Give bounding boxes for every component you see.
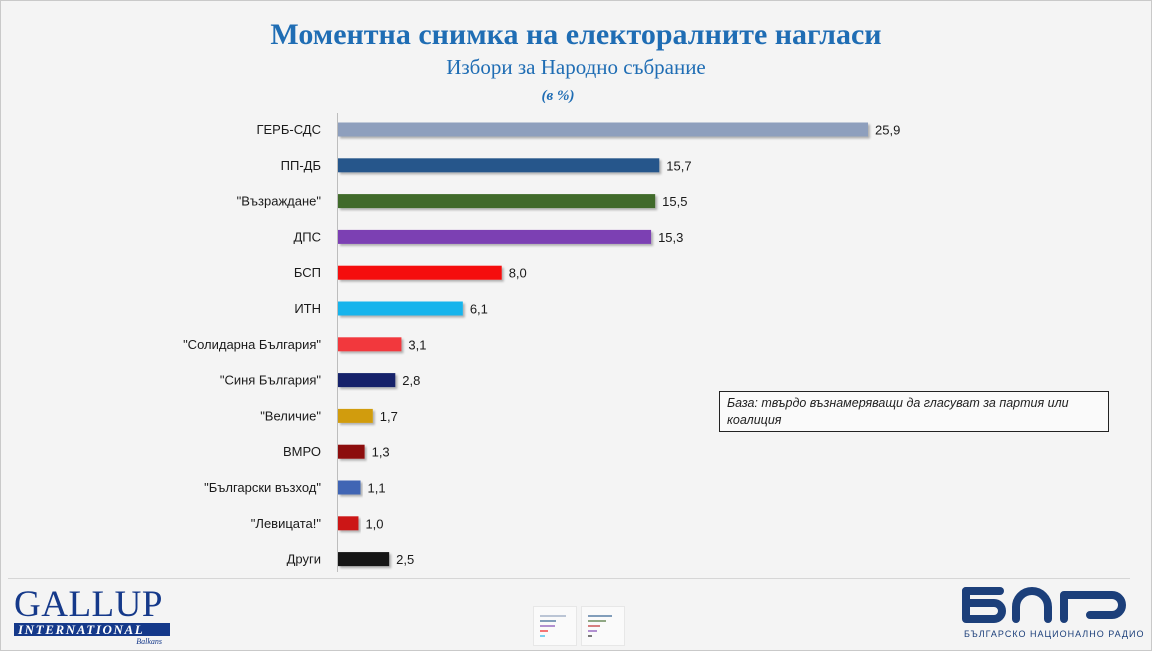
bnr-logo-mark: [962, 587, 1126, 623]
gallup-logo: GALLUP INTERNATIONAL Balkans: [14, 584, 174, 648]
value-label: 1,1: [368, 481, 386, 496]
bar: [338, 229, 652, 244]
category-label: "Солидарна България": [183, 337, 321, 352]
value-label: 15,3: [658, 230, 683, 245]
category-label: ГЕРБ-СДС: [256, 122, 321, 137]
bar: [338, 444, 365, 459]
value-label: 1,0: [365, 516, 383, 531]
unit-label: (в %): [541, 88, 575, 104]
category-label: "Български възход": [204, 480, 321, 495]
bar: [338, 408, 373, 423]
value-label: 25,9: [875, 123, 900, 138]
footer-divider: [8, 578, 1130, 579]
thumbnail-2: [581, 606, 625, 646]
category-label: ИТН: [294, 301, 321, 316]
bar: [338, 194, 656, 209]
bar: [338, 480, 361, 495]
value-label: 15,5: [662, 194, 687, 209]
category-label: "Възраждане": [237, 194, 322, 209]
chart-title: Моментна снимка на електоралните нагласи: [270, 18, 882, 51]
category-label: "Величие": [260, 408, 321, 423]
category-label: Други: [287, 552, 321, 567]
value-label: 3,1: [408, 337, 426, 352]
value-label: 1,3: [372, 445, 390, 460]
value-label: 2,5: [396, 552, 414, 567]
category-label: "Синя България": [220, 373, 322, 388]
bar: [338, 301, 463, 316]
bar: [338, 158, 660, 173]
base-note: База: твърдо възнамеряващи да гласуват з…: [719, 391, 1109, 432]
gallup-logo-word: GALLUP: [14, 584, 163, 625]
bar: [338, 516, 359, 531]
category-label: ВМРО: [283, 444, 321, 459]
bar: [338, 373, 396, 388]
bar: [338, 552, 390, 567]
value-label: 1,7: [380, 409, 398, 424]
value-label: 6,1: [470, 302, 488, 317]
category-label: БСП: [294, 265, 321, 280]
category-label: ПП-ДБ: [281, 158, 321, 173]
value-label: 8,0: [509, 266, 527, 281]
value-label: 15,7: [666, 158, 691, 173]
category-label: "Левицата!": [251, 516, 322, 531]
gallup-logo-sub: Balkans: [136, 637, 162, 646]
bar: [338, 265, 502, 280]
gallup-logo-band: INTERNATIONAL: [14, 623, 170, 636]
chart-subtitle: Избори за Народно събрание: [446, 55, 706, 79]
bnr-logo: БЪЛГАРСКО НАЦИОНАЛНО РАДИО: [952, 585, 1143, 647]
bar: [338, 337, 402, 352]
bar: [338, 122, 868, 137]
thumbnail-1: [533, 606, 577, 646]
slide-thumbnails: [533, 606, 628, 646]
value-label: 2,8: [402, 373, 420, 388]
bnr-logo-caption: БЪЛГАРСКО НАЦИОНАЛНО РАДИО: [964, 629, 1145, 639]
category-label: ДПС: [293, 229, 321, 244]
